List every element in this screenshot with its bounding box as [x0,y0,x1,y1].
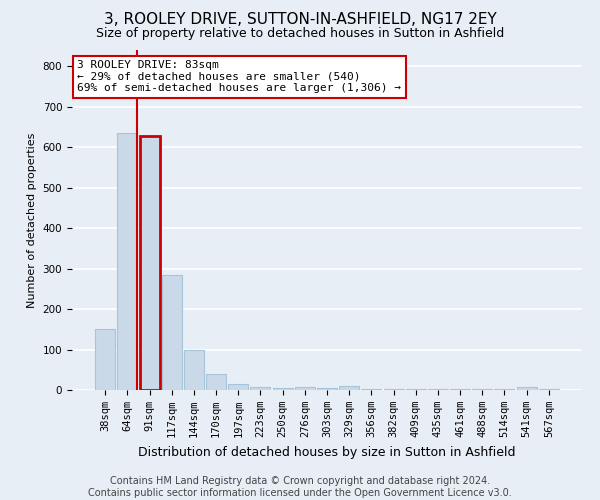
Bar [118,133,137,390]
Bar [339,386,359,390]
Text: Contains HM Land Registry data © Crown copyright and database right 2024.
Contai: Contains HM Land Registry data © Crown c… [88,476,512,498]
Bar [406,389,426,390]
X-axis label: Distribution of detached houses by size in Sutton in Ashfield: Distribution of detached houses by size … [138,446,516,458]
Bar [206,374,226,390]
Bar [184,350,204,390]
Bar [162,274,182,390]
Text: 3, ROOLEY DRIVE, SUTTON-IN-ASHFIELD, NG17 2EY: 3, ROOLEY DRIVE, SUTTON-IN-ASHFIELD, NG1… [104,12,496,28]
Bar [295,387,315,390]
Bar [450,389,470,390]
Y-axis label: Number of detached properties: Number of detached properties [27,132,37,308]
Bar [250,387,271,390]
Bar [383,389,404,390]
Bar [272,388,293,390]
Bar [361,389,382,390]
Bar [317,388,337,390]
Bar [517,387,536,390]
Bar [494,389,514,390]
Bar [140,136,160,390]
Bar [228,384,248,390]
Text: Size of property relative to detached houses in Sutton in Ashfield: Size of property relative to detached ho… [96,28,504,40]
Text: 3 ROOLEY DRIVE: 83sqm
← 29% of detached houses are smaller (540)
69% of semi-det: 3 ROOLEY DRIVE: 83sqm ← 29% of detached … [77,60,401,94]
Bar [472,389,492,390]
Bar [428,389,448,390]
Bar [539,389,559,390]
Bar [95,330,115,390]
